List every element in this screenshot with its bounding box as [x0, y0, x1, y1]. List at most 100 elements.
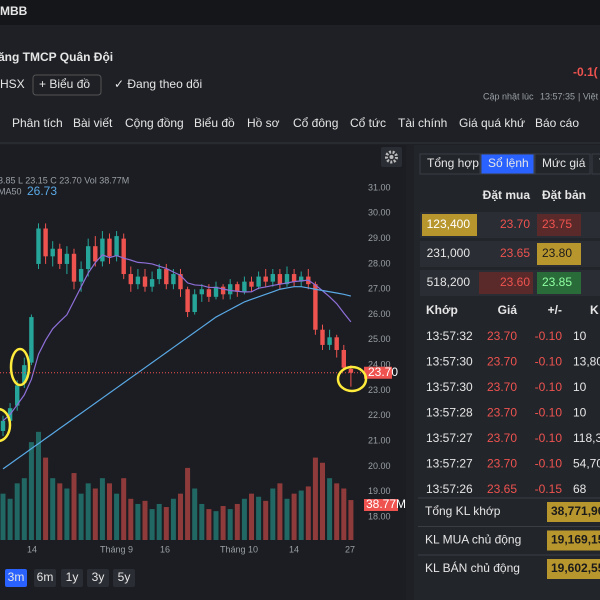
exchange: HSX	[0, 77, 25, 91]
gear-center[interactable]	[389, 155, 394, 159]
x-axis-label: Tháng 10	[220, 544, 258, 554]
panel-tab-label[interactable]: Mức giá	[542, 156, 586, 170]
volume-bar	[121, 478, 127, 540]
trade-cell: 10	[573, 380, 587, 394]
candle-body	[263, 276, 268, 282]
period-button[interactable]	[87, 569, 109, 587]
candle-body	[157, 268, 162, 280]
nav-tab[interactable]: Báo cáo	[535, 116, 579, 130]
trade-cell: 13:57:32	[426, 329, 473, 343]
volume-bar	[107, 483, 112, 540]
trade-cell: -0.10	[535, 431, 563, 445]
volume-bar	[28, 442, 34, 540]
volume-bar	[185, 467, 191, 540]
nav-tab[interactable]: Cộng đồng	[125, 116, 184, 130]
ma-label: MA50	[0, 186, 22, 196]
highlight-circle	[9, 347, 31, 387]
volume-bar	[341, 488, 347, 540]
candle-body	[299, 276, 304, 282]
period-button[interactable]	[34, 569, 56, 587]
candle-body	[128, 274, 133, 285]
summary-value: 19,169,15	[551, 533, 600, 547]
panel-tab[interactable]	[591, 153, 600, 175]
nav-tab[interactable]: Cổ tức	[350, 116, 386, 130]
volume-bar	[64, 488, 70, 540]
book-cell: 231,000	[427, 246, 471, 260]
volume-bar	[220, 506, 226, 540]
candle-body	[220, 286, 226, 295]
period-button[interactable]	[5, 569, 27, 587]
gear-icon[interactable]	[385, 150, 398, 164]
summary-label: Tổng KL khớp	[425, 504, 501, 518]
panel-tab-label[interactable]: Tổng hợp	[427, 156, 479, 170]
period-label[interactable]: 5y	[118, 570, 131, 584]
nav-tab[interactable]: Bài viết	[73, 116, 113, 130]
trade-cell: 23.70	[487, 431, 517, 445]
trade-cell: 23.65	[487, 482, 517, 496]
candle-body	[213, 286, 219, 297]
trade-header: K	[590, 303, 599, 317]
candle-body	[277, 274, 283, 285]
nav-tab[interactable]: Tài chính	[398, 116, 447, 130]
nav-tab[interactable]: Giá quá khứ	[459, 116, 525, 130]
chart-button[interactable]	[32, 74, 102, 96]
panel-tab[interactable]	[419, 153, 481, 175]
trade-cell: 13:57:27	[426, 431, 473, 445]
nav-tab[interactable]: Phân tích	[12, 116, 63, 130]
trade-cell: 23.70	[487, 457, 517, 471]
candle-body	[178, 274, 183, 290]
volume-bar	[192, 488, 198, 540]
trade-cell: -0.10	[535, 406, 563, 420]
trade-cell: -0.10	[535, 355, 563, 369]
trade-cell: -0.10	[535, 457, 563, 471]
panel-tab[interactable]	[534, 153, 591, 175]
candle-body	[142, 276, 148, 287]
candle-body	[242, 281, 247, 292]
candle-body	[313, 284, 318, 330]
panel-tab[interactable]	[480, 153, 535, 175]
last-volume-label: 38.77M	[366, 497, 406, 511]
symbol: MBB	[0, 4, 28, 18]
period-button[interactable]	[113, 569, 135, 587]
volume-bar	[85, 483, 91, 540]
nav-tab[interactable]: Hồ sơ	[247, 116, 280, 130]
x-axis-label: Tháng 9	[100, 544, 133, 554]
nav-tab[interactable]: Biểu đồ	[194, 116, 235, 130]
time: 13:57:35	[540, 91, 575, 101]
chart-button-label[interactable]: + Biểu đồ	[39, 77, 90, 91]
volume-bar	[178, 493, 183, 540]
candle-body	[291, 274, 297, 282]
period-label[interactable]: 3m	[8, 570, 25, 584]
price-tick-label: 26.00	[368, 309, 391, 319]
volume-bar	[156, 503, 162, 540]
volume-bar	[312, 457, 318, 540]
volume-bar	[135, 503, 141, 540]
follow-button[interactable]: ✓ Đang theo dõi	[114, 77, 202, 91]
nav-tab[interactable]: Cổ đông	[293, 116, 338, 130]
candle-body	[171, 274, 176, 285]
volume-bar	[213, 511, 219, 540]
volume-bar	[249, 493, 254, 540]
last-price-box	[364, 366, 392, 379]
last-price-label: 23.70	[368, 365, 398, 379]
volume-bar	[227, 509, 233, 540]
period-label[interactable]: 3y	[92, 570, 105, 584]
period-label[interactable]: 1y	[66, 570, 79, 584]
period-label[interactable]: 6m	[37, 570, 54, 584]
summary-value-bg	[547, 559, 600, 579]
candle-body	[228, 284, 233, 295]
book-cell-bg	[537, 243, 581, 265]
trade-cell: -0.10	[535, 329, 563, 343]
candle-body	[107, 238, 112, 257]
candle-body	[0, 420, 6, 431]
trade-cell: 13:57:30	[426, 355, 473, 369]
book-cell: 23.75	[542, 217, 572, 231]
period-button[interactable]	[61, 569, 83, 587]
panel-tab-label[interactable]: Sổ lệnh	[488, 156, 529, 170]
summary-value: 38,771,90	[551, 504, 600, 518]
chart-legend: 3.85 L 23.15 C 23.70 Vol 38.77M	[0, 175, 129, 185]
candle-body	[121, 238, 126, 275]
book-cell: 23.60	[500, 275, 530, 289]
candle-body	[192, 294, 197, 313]
price-tick-label: 24.00	[368, 360, 391, 370]
